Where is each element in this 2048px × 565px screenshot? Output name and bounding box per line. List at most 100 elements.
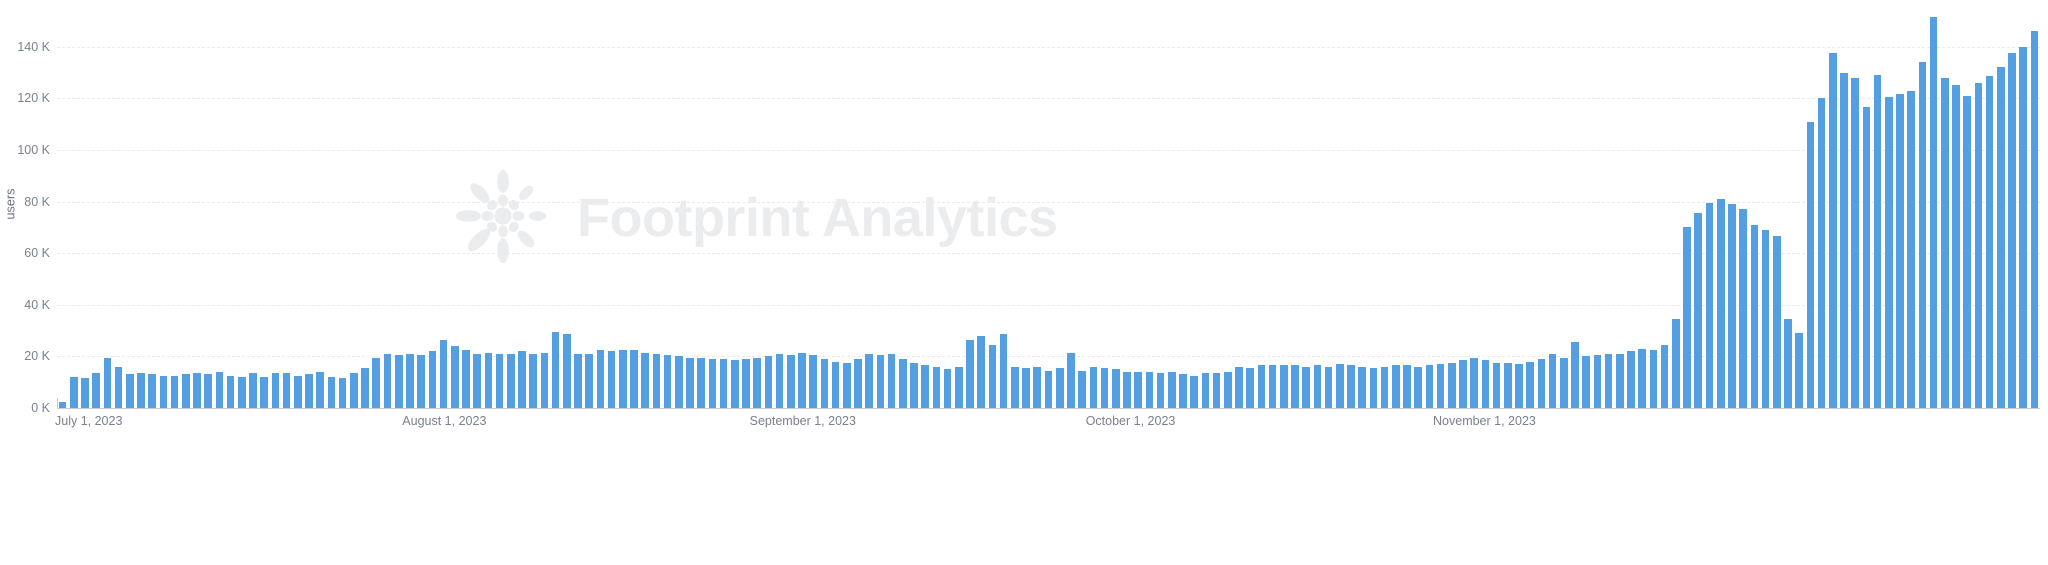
bar[interactable] [1985, 76, 1994, 408]
bar[interactable] [204, 374, 213, 408]
bar[interactable] [1235, 366, 1243, 408]
bar[interactable] [1425, 365, 1434, 408]
bar[interactable] [1884, 97, 1893, 408]
bar[interactable] [1504, 362, 1512, 408]
bar[interactable] [137, 373, 145, 408]
bar[interactable] [966, 339, 974, 408]
bar[interactable] [730, 360, 739, 408]
bar[interactable] [182, 374, 190, 408]
bar[interactable] [1840, 72, 1848, 408]
bar[interactable] [1123, 371, 1131, 408]
bar[interactable] [1492, 362, 1501, 408]
bar[interactable] [686, 357, 694, 408]
bar[interactable] [1918, 62, 1927, 408]
bar[interactable] [663, 355, 672, 408]
bar[interactable] [932, 366, 941, 408]
bar[interactable] [697, 357, 705, 408]
bar[interactable] [126, 374, 134, 408]
bar[interactable] [1156, 373, 1165, 408]
bar[interactable] [58, 401, 67, 408]
bar[interactable] [1246, 368, 1254, 408]
bar[interactable] [1974, 82, 1983, 408]
bar[interactable] [764, 356, 773, 408]
bar[interactable] [103, 357, 112, 408]
bar[interactable] [1291, 365, 1299, 408]
bar[interactable] [1111, 369, 1120, 408]
bar[interactable] [1940, 77, 1949, 408]
bar[interactable] [1022, 368, 1030, 408]
bar[interactable] [1358, 366, 1366, 408]
bar[interactable] [193, 373, 201, 408]
bar[interactable] [69, 377, 78, 408]
bar[interactable] [977, 335, 986, 408]
bar[interactable] [652, 353, 661, 408]
bar[interactable] [1436, 364, 1445, 408]
bar[interactable] [394, 355, 403, 408]
bar[interactable] [562, 334, 571, 408]
bar[interactable] [641, 352, 649, 408]
bar[interactable] [2030, 31, 2039, 408]
bar[interactable] [1448, 362, 1456, 408]
bar[interactable] [607, 351, 616, 408]
bar[interactable] [506, 353, 515, 408]
bar[interactable] [910, 362, 918, 408]
bar[interactable] [1873, 75, 1882, 408]
bar[interactable] [1694, 213, 1703, 408]
bar[interactable] [1705, 202, 1714, 408]
bar[interactable] [787, 355, 795, 408]
bar[interactable] [170, 375, 179, 408]
bar[interactable] [1638, 348, 1647, 408]
bar[interactable] [428, 351, 437, 408]
bar[interactable] [843, 362, 851, 408]
bar[interactable] [114, 366, 123, 408]
bar[interactable] [1582, 356, 1591, 408]
bar[interactable] [574, 353, 582, 408]
bar[interactable] [1044, 370, 1053, 408]
bar[interactable] [1929, 17, 1938, 408]
bar[interactable] [1817, 98, 1826, 408]
bar[interactable] [1380, 366, 1389, 408]
bar[interactable] [1784, 318, 1792, 408]
bar[interactable] [1907, 90, 1915, 408]
bar[interactable] [1537, 358, 1546, 408]
bar[interactable] [518, 351, 526, 408]
bar[interactable] [1078, 370, 1086, 408]
bar[interactable] [1011, 366, 1019, 408]
bar[interactable] [1649, 349, 1658, 408]
bar[interactable] [1470, 357, 1479, 408]
bar[interactable] [159, 375, 168, 408]
bar[interactable] [1268, 365, 1277, 408]
bar[interactable] [831, 361, 840, 408]
bar[interactable] [1672, 318, 1680, 408]
bar[interactable] [462, 349, 470, 408]
bar[interactable] [1414, 366, 1422, 408]
bar[interactable] [294, 375, 302, 408]
bar[interactable] [1548, 353, 1557, 408]
bar[interactable] [2008, 53, 2016, 408]
bar[interactable] [249, 373, 257, 408]
bar[interactable] [473, 353, 481, 408]
bar[interactable] [899, 358, 907, 408]
bar[interactable] [1201, 373, 1210, 408]
bar[interactable] [226, 375, 235, 408]
bar[interactable] [1660, 344, 1669, 408]
bar[interactable] [955, 366, 963, 408]
bar[interactable] [742, 358, 750, 408]
bar[interactable] [943, 369, 952, 408]
bar[interactable] [1335, 364, 1344, 408]
bar[interactable] [1616, 353, 1624, 408]
bar[interactable] [551, 331, 560, 408]
bar[interactable] [708, 358, 717, 408]
bar[interactable] [1257, 365, 1266, 408]
bar[interactable] [1403, 365, 1411, 408]
bar[interactable] [1716, 198, 1725, 408]
bar[interactable] [1571, 342, 1579, 408]
bar[interactable] [338, 378, 347, 408]
bar[interactable] [865, 353, 874, 408]
bar[interactable] [1828, 53, 1837, 408]
bar[interactable] [1728, 204, 1736, 408]
bar[interactable] [1033, 366, 1042, 408]
bar[interactable] [271, 373, 280, 408]
bar[interactable] [1739, 209, 1747, 408]
bar[interactable] [327, 377, 336, 408]
